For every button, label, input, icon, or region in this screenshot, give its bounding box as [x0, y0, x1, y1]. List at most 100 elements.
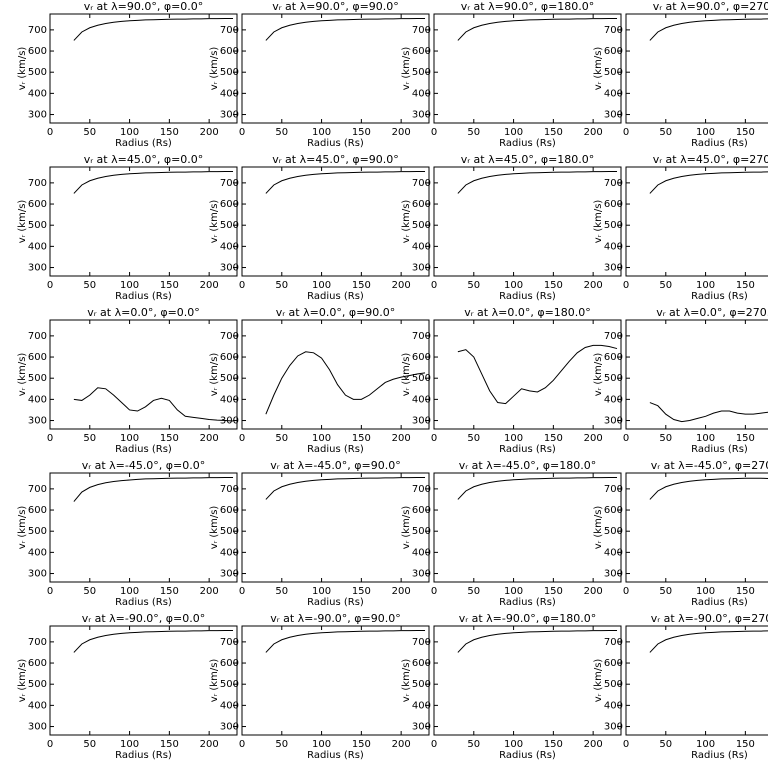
x-tick-label: 200: [392, 280, 411, 291]
chart-title: vᵣ at λ=-90.0°, φ=90.0°: [270, 612, 401, 625]
x-tick-label: 100: [120, 586, 139, 597]
y-axis-label: vᵣ (km/s): [593, 47, 604, 91]
x-tick-label: 50: [83, 586, 96, 597]
x-tick-label: 0: [623, 586, 629, 597]
y-tick-label: 700: [220, 25, 239, 36]
x-axis-label: Radius (Rs): [499, 291, 556, 302]
x-tick-label: 200: [584, 586, 603, 597]
y-tick-label: 400: [28, 700, 47, 711]
chart-title: vᵣ at λ=90.0°, φ=90.0°: [272, 0, 399, 13]
plot-frame: [625, 472, 768, 583]
x-tick-label: 0: [431, 280, 437, 291]
x-tick-label: 50: [275, 586, 288, 597]
x-tick-label: 200: [392, 739, 411, 750]
y-tick-label: 500: [412, 526, 431, 537]
x-tick-label: 50: [659, 280, 672, 291]
x-tick-label: 50: [275, 739, 288, 750]
data-line: [649, 171, 768, 194]
x-tick-label: 100: [504, 127, 523, 138]
x-tick-label: 0: [623, 433, 629, 444]
y-tick-label: 400: [220, 547, 239, 558]
y-axis-label: vᵣ (km/s): [593, 353, 604, 397]
x-tick-label: 100: [312, 127, 331, 138]
y-tick-label: 700: [412, 637, 431, 648]
chart-title: vᵣ at λ=0.0°, φ=90.0°: [276, 306, 396, 319]
y-tick-label: 600: [604, 46, 623, 57]
y-tick-label: 700: [412, 484, 431, 495]
y-tick-label: 700: [28, 25, 47, 36]
data-line: [457, 344, 618, 405]
y-tick-label: 600: [412, 46, 431, 57]
plot-frame: [625, 166, 768, 277]
x-tick-label: 50: [83, 127, 96, 138]
x-tick-label: 50: [275, 280, 288, 291]
x-tick-label: 50: [467, 433, 480, 444]
y-axis-label: vᵣ (km/s): [17, 659, 28, 703]
x-tick-label: 100: [120, 280, 139, 291]
x-axis-label: Radius (Rs): [691, 138, 748, 149]
data-line: [265, 17, 426, 41]
x-tick-label: 100: [696, 127, 715, 138]
y-tick-label: 600: [412, 505, 431, 516]
chart-title: vᵣ at λ=-90.0°, φ=0.0°: [82, 612, 206, 625]
x-tick-label: 100: [312, 433, 331, 444]
y-tick-label: 300: [604, 569, 623, 580]
y-tick-label: 400: [28, 394, 47, 405]
x-tick-label: 150: [544, 433, 563, 444]
y-tick-label: 700: [604, 331, 623, 342]
y-tick-label: 600: [28, 46, 47, 57]
y-tick-label: 500: [28, 526, 47, 537]
chart-title: vᵣ at λ=-90.0°, φ=180.0°: [459, 612, 597, 625]
plot-frame: [433, 13, 622, 124]
x-tick-label: 50: [659, 433, 672, 444]
x-tick-label: 150: [736, 739, 755, 750]
y-tick-label: 400: [604, 394, 623, 405]
x-tick-label: 50: [83, 739, 96, 750]
x-tick-label: 0: [431, 586, 437, 597]
x-tick-label: 0: [239, 280, 245, 291]
x-tick-label: 200: [392, 433, 411, 444]
x-tick-label: 200: [584, 127, 603, 138]
x-tick-label: 100: [696, 739, 715, 750]
plot-frame: [433, 472, 622, 583]
y-axis-label: vᵣ (km/s): [209, 506, 220, 550]
x-tick-label: 150: [160, 739, 179, 750]
y-tick-label: 700: [604, 484, 623, 495]
data-line: [649, 630, 768, 653]
data-line: [265, 629, 426, 653]
y-tick-label: 300: [28, 263, 47, 274]
x-tick-label: 0: [431, 433, 437, 444]
y-tick-label: 400: [28, 547, 47, 558]
y-tick-label: 600: [412, 199, 431, 210]
y-tick-label: 400: [604, 700, 623, 711]
x-tick-label: 150: [160, 280, 179, 291]
x-tick-label: 200: [200, 739, 219, 750]
y-tick-label: 400: [412, 88, 431, 99]
chart-title: vᵣ at λ=90.0°, φ=180.0°: [461, 0, 595, 13]
x-axis-label: Radius (Rs): [307, 138, 364, 149]
y-tick-label: 600: [28, 505, 47, 516]
x-tick-label: 150: [352, 433, 371, 444]
y-tick-label: 700: [28, 178, 47, 189]
y-tick-label: 700: [220, 484, 239, 495]
y-tick-label: 300: [604, 722, 623, 733]
y-tick-label: 700: [604, 25, 623, 36]
y-tick-label: 300: [220, 416, 239, 427]
x-tick-label: 150: [736, 127, 755, 138]
y-tick-label: 400: [220, 241, 239, 252]
y-tick-label: 300: [412, 263, 431, 274]
x-axis-label: Radius (Rs): [115, 291, 172, 302]
x-tick-label: 100: [696, 280, 715, 291]
y-axis-label: vᵣ (km/s): [17, 47, 28, 91]
y-tick-label: 700: [604, 178, 623, 189]
x-tick-label: 150: [736, 433, 755, 444]
y-tick-label: 400: [220, 394, 239, 405]
y-axis-label: vᵣ (km/s): [17, 200, 28, 244]
x-axis-label: Radius (Rs): [115, 750, 172, 761]
chart-title: vᵣ at λ=90.0°, φ=0.0°: [84, 0, 204, 13]
y-tick-label: 500: [604, 679, 623, 690]
chart-title: vᵣ at λ=-45.0°, φ=270.0°: [651, 459, 768, 472]
y-tick-label: 400: [28, 241, 47, 252]
data-line: [73, 17, 234, 41]
